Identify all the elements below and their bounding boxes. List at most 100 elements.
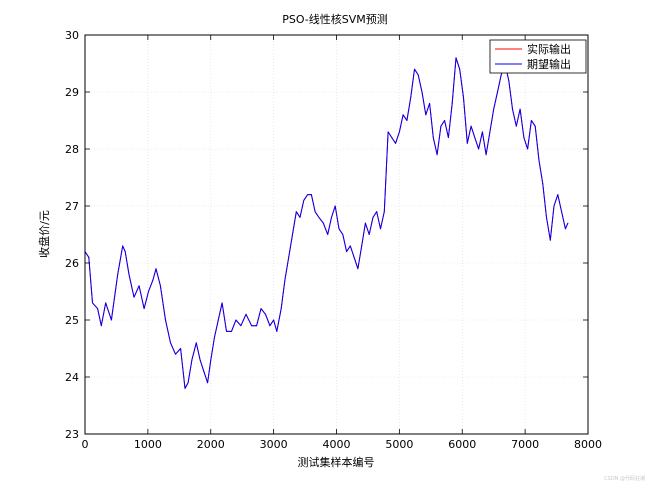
data-point <box>207 382 209 384</box>
data-point <box>307 194 308 196</box>
data-point <box>436 154 438 156</box>
data-point <box>276 331 278 332</box>
data-point <box>122 245 124 247</box>
data-point <box>214 336 215 338</box>
data-point <box>203 370 205 372</box>
data-point <box>361 245 363 247</box>
data-point <box>376 211 378 213</box>
data-point <box>353 256 355 258</box>
data-point <box>318 217 320 218</box>
data-point <box>138 285 140 287</box>
y-tick-labels: 23 24 25 26 27 28 29 30 <box>65 29 79 441</box>
data-point <box>148 291 149 292</box>
data-point <box>527 148 528 150</box>
data-point <box>553 205 555 207</box>
data-point <box>414 68 415 70</box>
y-axis-label: 收盘价/元 <box>37 210 51 258</box>
data-point <box>221 302 223 304</box>
data-point <box>292 234 293 235</box>
data-point <box>493 108 495 110</box>
series-2 <box>84 57 569 389</box>
data-point <box>482 131 483 133</box>
data-point <box>459 68 461 70</box>
data-point <box>365 222 366 224</box>
y-tick-label: 23 <box>65 428 79 441</box>
legend-label-series-1: 实际输出 <box>527 42 571 56</box>
tick-marks <box>84 34 589 435</box>
data-point <box>512 108 513 110</box>
data-point <box>260 308 262 309</box>
data-point <box>210 359 212 361</box>
data-point <box>421 91 423 93</box>
data-point <box>100 325 102 327</box>
data-point <box>245 313 247 315</box>
y-tick-label: 25 <box>65 314 79 327</box>
data-point <box>455 57 457 59</box>
data-point <box>561 211 562 213</box>
data-point <box>88 256 90 258</box>
data-point <box>256 325 257 327</box>
data-point <box>432 137 434 139</box>
x-tick-label: 5000 <box>385 438 413 451</box>
x-tick-label: 7000 <box>511 438 539 451</box>
x-axis-label: 测试集样本编号 <box>298 455 375 469</box>
data-point <box>463 97 464 99</box>
data-point <box>565 228 566 230</box>
data-point <box>187 382 189 384</box>
data-point <box>395 142 396 144</box>
data-point <box>474 137 476 139</box>
data-point <box>105 302 107 304</box>
legend: 实际输出 期望输出 <box>489 39 587 74</box>
data-point <box>448 137 449 139</box>
data-point <box>199 359 201 361</box>
watermark: CSDN @代码狂潮 <box>604 475 645 482</box>
x-tick-label: 2000 <box>197 438 225 451</box>
data-point <box>546 217 547 218</box>
x-tick-label: 8000 <box>574 438 602 451</box>
data-point <box>195 342 197 344</box>
data-point <box>485 154 487 156</box>
data-point <box>549 239 551 241</box>
data-point <box>295 211 297 213</box>
data-point <box>368 234 370 235</box>
data-point <box>133 296 135 298</box>
data-point <box>97 308 98 309</box>
data-point <box>523 137 525 139</box>
data-point <box>322 222 324 224</box>
data-point <box>273 319 274 321</box>
data-point <box>383 211 385 213</box>
data-point <box>280 308 282 309</box>
data-point <box>425 114 427 116</box>
data-point <box>500 74 502 76</box>
data-point <box>399 131 400 133</box>
data-point <box>117 274 119 275</box>
y-tick-label: 30 <box>65 29 79 42</box>
data-point <box>497 91 498 93</box>
data-point <box>380 228 381 230</box>
data-point <box>519 108 521 110</box>
data-point <box>402 114 404 116</box>
x-tick-label: 6000 <box>448 438 476 451</box>
series-line-2 <box>84 57 569 389</box>
y-tick-label: 26 <box>65 257 79 270</box>
data-point <box>387 131 389 133</box>
data-point <box>288 256 290 258</box>
data-point <box>429 103 430 104</box>
data-point <box>170 342 171 344</box>
data-point <box>372 217 374 218</box>
data-point <box>357 268 359 270</box>
x-tick-label: 3000 <box>260 438 288 451</box>
y-tick-label: 24 <box>65 371 79 384</box>
data-point <box>338 228 340 230</box>
data-point <box>231 331 232 332</box>
data-point <box>128 274 130 275</box>
data-point <box>311 194 312 196</box>
data-point <box>251 325 253 327</box>
data-point <box>269 325 271 327</box>
data-point <box>489 131 491 133</box>
data-point <box>567 222 569 224</box>
data-point <box>143 308 145 309</box>
data-point <box>303 199 305 201</box>
data-point <box>334 205 336 207</box>
data-point <box>417 74 419 76</box>
